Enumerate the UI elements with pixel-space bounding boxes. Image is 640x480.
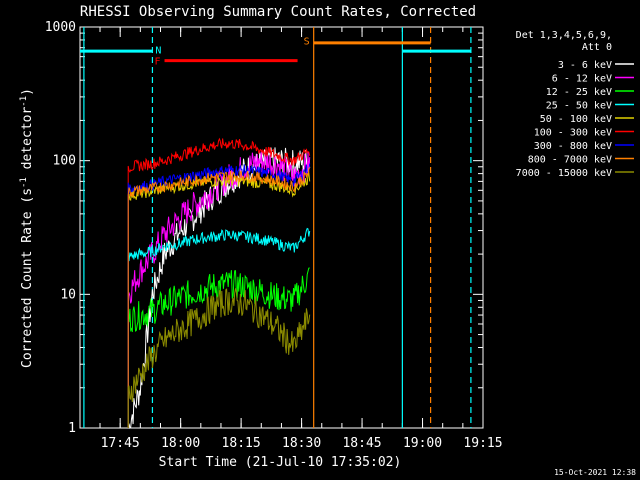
annotation-n: N (155, 45, 161, 56)
vertical-markers (83, 27, 472, 428)
annotation-f: F (155, 57, 161, 68)
y-tick-labels: 1 10 100 1000 (45, 20, 76, 436)
legend-label: 12 - 25 keV (546, 87, 612, 98)
series-line (127, 288, 311, 428)
x-tick-label: 18:00 (161, 436, 200, 451)
y-axis-label: Corrected Count Rate (s-1 detector-1) (19, 88, 35, 368)
legend-header: Det 1,3,4,5,6,9, (516, 30, 612, 41)
series-line (127, 167, 311, 428)
legend-label: 3 - 6 keV (558, 60, 612, 71)
x-tick-labels: 17:45 18:00 18:15 18:30 18:45 19:00 19:15 (101, 436, 503, 451)
annotation-s: S (304, 37, 310, 48)
y-tick-label: 1000 (45, 20, 76, 35)
chart-title: RHESSI Observing Summary Count Rates, Co… (80, 4, 476, 20)
legend-label: 800 - 7000 keV (528, 155, 612, 166)
series-line (127, 267, 310, 428)
x-tick-label: 17:45 (101, 436, 140, 451)
legend-label: 6 - 12 keV (552, 74, 612, 85)
y-tick-label: 10 (60, 287, 76, 302)
legend-label: 7000 - 15000 keV (516, 168, 612, 179)
axis-ticks (80, 26, 484, 429)
legend-label: 50 - 100 keV (540, 114, 612, 125)
series-line (127, 137, 311, 428)
legend-header: Att 0 (582, 42, 612, 53)
x-axis-label: Start Time (21-Jul-10 17:35:02) (159, 455, 402, 470)
x-tick-label: 18:30 (282, 436, 321, 451)
x-tick-label: 18:45 (342, 436, 381, 451)
series-lines (127, 137, 311, 429)
x-tick-label: 19:15 (463, 436, 502, 451)
legend-label: 25 - 50 keV (546, 101, 612, 112)
legend-label: 300 - 800 keV (534, 141, 612, 152)
state-bars (80, 41, 471, 63)
legend-label: 100 - 300 keV (534, 128, 612, 139)
y-tick-label: 100 (53, 154, 76, 169)
series-line (127, 227, 311, 428)
plot-frame (79, 26, 484, 429)
series-line (127, 170, 311, 428)
timestamp: 15-Oct-2021 12:38 (554, 468, 636, 477)
x-tick-label: 18:15 (222, 436, 261, 451)
legend: Det 1,3,4,5,6,9,Att 0 3 - 6 keV 6 - 12 keV… (516, 30, 634, 179)
y-tick-label: 1 (68, 421, 76, 436)
x-tick-label: 19:00 (403, 436, 442, 451)
state-annotations: NF S (155, 37, 310, 68)
